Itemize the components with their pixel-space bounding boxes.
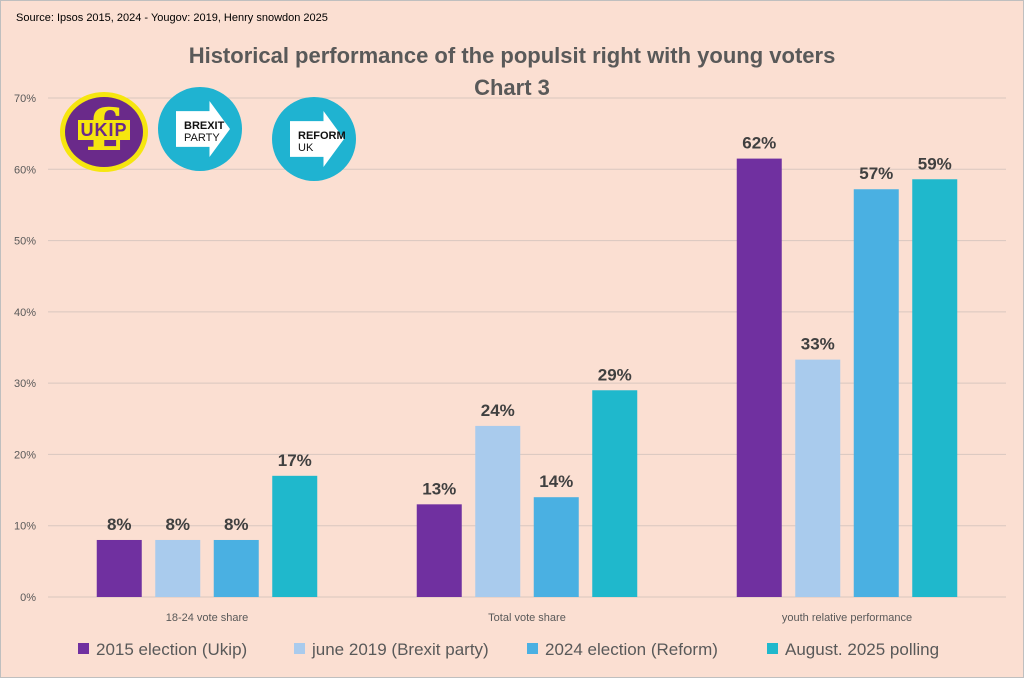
bar (155, 539, 201, 597)
brexit-party-logo: BREXIT PARTY (158, 87, 242, 171)
legend-swatch (767, 643, 778, 654)
data-label: 62% (742, 134, 776, 153)
data-label: 33% (801, 335, 835, 354)
title-line-1: Historical performance of the populsit r… (188, 43, 836, 68)
title-line-2: Chart 3 (474, 75, 550, 100)
legend-label: 2015 election (Ukip) (96, 640, 247, 659)
source-note: Source: Ipsos 2015, 2024 - Yougov: 2019,… (16, 12, 328, 24)
data-label: 24% (481, 401, 515, 420)
legend-swatch (294, 643, 305, 654)
data-label: 57% (859, 164, 893, 183)
brexit-logo-line2: PARTY (184, 132, 220, 144)
bar (96, 539, 142, 597)
data-label: 14% (539, 472, 573, 491)
y-tick-label: 30% (14, 378, 36, 390)
brexit-logo-line1: BREXIT (184, 120, 225, 132)
bar (592, 390, 638, 597)
y-tick-label: 40% (14, 307, 36, 319)
data-label: 13% (422, 479, 456, 498)
y-tick-label: 20% (14, 449, 36, 461)
bar (272, 475, 318, 597)
reform-uk-logo: REFORM UK (272, 97, 356, 181)
y-tick-label: 70% (14, 93, 36, 105)
data-label: 8% (165, 515, 190, 534)
y-tick-label: 10% (14, 521, 36, 533)
bar (853, 189, 899, 597)
legend-label: 2024 election (Reform) (545, 640, 718, 659)
data-label: 8% (224, 515, 249, 534)
legend-label: August. 2025 polling (785, 640, 939, 659)
legend-label: june 2019 (Brexit party) (311, 640, 489, 659)
data-label: 29% (598, 365, 632, 384)
bar (213, 539, 259, 597)
chart-title: Historical performance of the populsit r… (0, 40, 1024, 104)
bar (912, 179, 958, 597)
data-label: 8% (107, 515, 132, 534)
x-tick-label: youth relative performance (782, 612, 912, 624)
bar (475, 425, 521, 597)
reform-logo-line2: UK (298, 142, 314, 154)
y-tick-label: 60% (14, 164, 36, 176)
legend-swatch (78, 643, 89, 654)
y-tick-label: 0% (20, 592, 36, 604)
bar (736, 158, 782, 598)
data-label: 17% (278, 451, 312, 470)
x-tick-label: 18-24 vote share (166, 612, 249, 624)
bar (416, 504, 462, 597)
bar (533, 497, 579, 597)
ukip-logo: £ UKIP (60, 92, 148, 172)
ukip-logo-text: UKIP (78, 120, 130, 140)
x-tick-label: Total vote share (488, 612, 566, 624)
reform-logo-line1: REFORM (298, 130, 346, 142)
y-tick-label: 50% (14, 236, 36, 248)
legend-swatch (527, 643, 538, 654)
bar (795, 359, 841, 597)
data-label: 59% (918, 154, 952, 173)
